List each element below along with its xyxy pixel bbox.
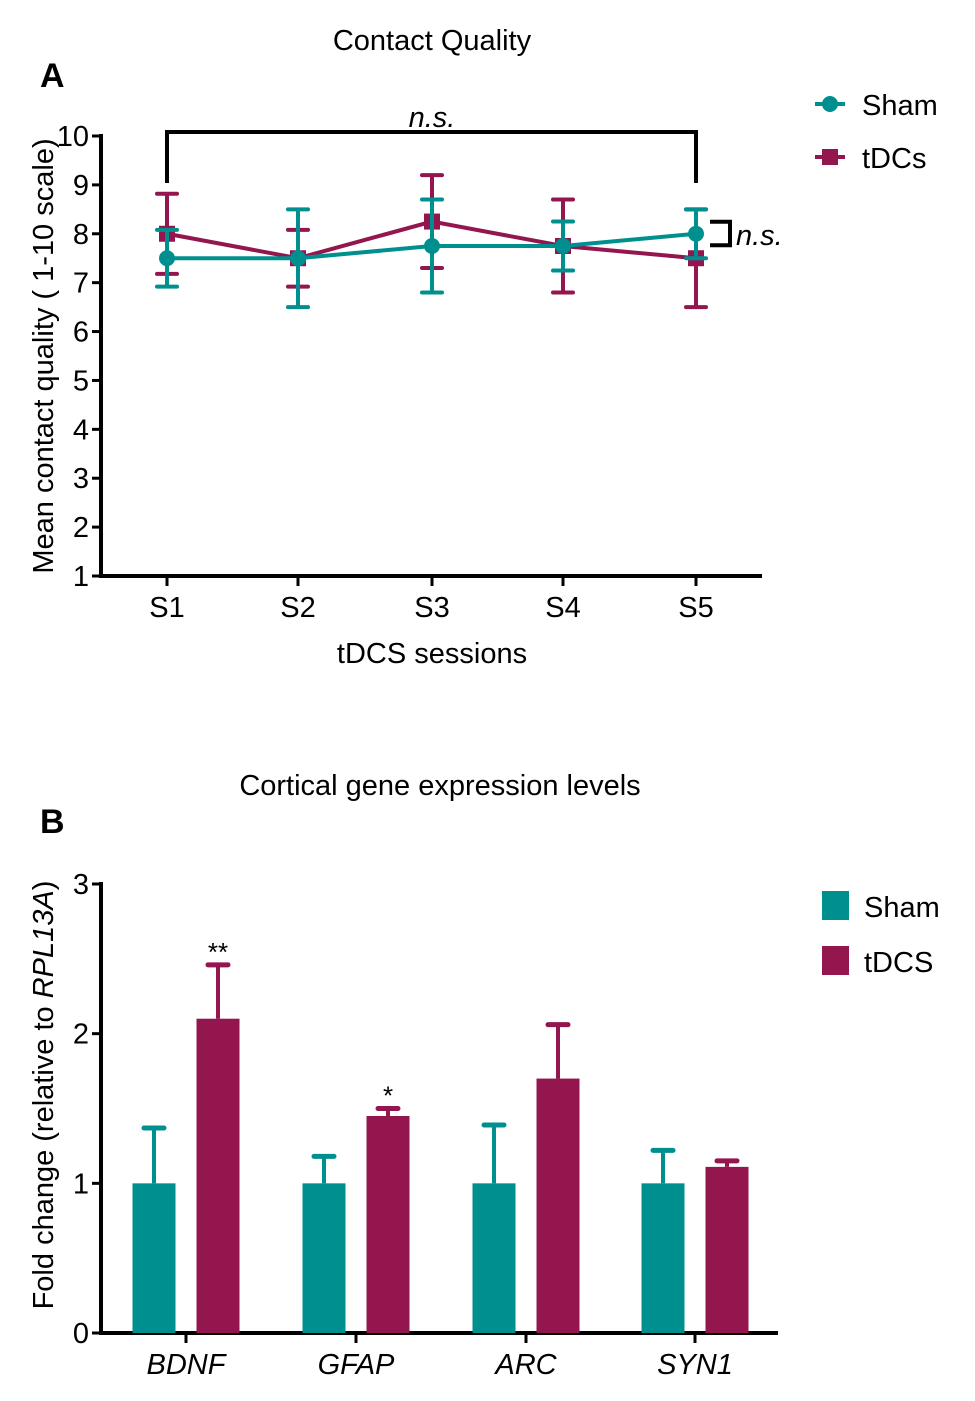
bar-sham xyxy=(132,1183,176,1333)
legend-swatch xyxy=(822,891,849,920)
y-tick-label: 10 xyxy=(57,121,89,153)
significance-bracket-s5 xyxy=(710,219,732,248)
ylabel-italic: RPL13A xyxy=(28,890,60,998)
chart-a-xlabel: tDCS sessions xyxy=(337,638,527,670)
x-tick-label: S4 xyxy=(545,592,580,624)
ylabel-suffix: ) xyxy=(28,881,60,891)
x-tick-label: S1 xyxy=(149,592,184,624)
x-tick-label: GFAP xyxy=(318,1349,395,1381)
panel-label-b: B xyxy=(40,803,65,841)
x-tick-label: S5 xyxy=(678,592,713,624)
y-tick-label: 7 xyxy=(73,268,89,300)
data-point xyxy=(159,250,175,267)
legend-swatch xyxy=(822,946,849,975)
bar-sham xyxy=(472,1183,516,1333)
y-tick-label: 3 xyxy=(73,463,89,495)
bar-tdcs xyxy=(196,1018,240,1333)
panel-label-a: A xyxy=(40,57,65,95)
significance-label-s5: n.s. xyxy=(736,220,783,252)
legend-label: Sham xyxy=(864,892,940,924)
bar-tdcs xyxy=(366,1115,410,1333)
y-tick-label: 6 xyxy=(73,317,89,349)
legend-marker-square xyxy=(822,149,838,165)
legend-label: tDCS xyxy=(864,947,933,979)
bar-tdcs xyxy=(705,1166,749,1333)
y-tick-label: 2 xyxy=(73,1019,89,1051)
chart-a-title: Contact Quality xyxy=(333,25,532,57)
ylabel-prefix: Fold change (relative to xyxy=(28,998,60,1309)
bar-sham xyxy=(641,1183,685,1333)
x-tick-label: S3 xyxy=(414,592,449,624)
y-tick-label: 4 xyxy=(73,414,89,446)
y-tick-label: 9 xyxy=(73,170,89,202)
chart-b-title: Cortical gene expression levels xyxy=(239,770,640,802)
significance-marker: ** xyxy=(208,937,228,967)
legend-label: Sham xyxy=(862,90,938,122)
data-point xyxy=(424,238,440,254)
y-tick-label: 5 xyxy=(73,365,89,397)
y-tick-label: 8 xyxy=(73,219,89,251)
y-tick-label: 2 xyxy=(73,512,89,544)
x-tick-label: BDNF xyxy=(147,1349,228,1381)
y-tick-label: 3 xyxy=(73,869,89,901)
significance-marker: * xyxy=(383,1081,393,1111)
legend-label: tDCs xyxy=(862,143,926,175)
bar-tdcs xyxy=(536,1078,580,1333)
x-tick-label: ARC xyxy=(493,1349,557,1381)
significance-label: n.s. xyxy=(409,102,456,134)
chart-a-ylabel: Mean contact quality ( 1-10 scale) xyxy=(28,138,60,573)
x-tick-label: SYN1 xyxy=(657,1349,733,1381)
chart-a-plot: 1 2 3 4 5 6 7 8 9 10 S1 S2 S3 S4 S5 n.s. n.s. Sham tDCs xyxy=(57,90,938,624)
x-tick-label: S2 xyxy=(280,592,315,624)
y-tick-label: 1 xyxy=(73,1168,89,1200)
data-point xyxy=(290,250,306,267)
y-tick-label: 0 xyxy=(73,1318,89,1350)
y-tick-label: 1 xyxy=(73,561,89,593)
legend-marker-circle xyxy=(822,96,838,112)
data-point xyxy=(688,225,704,242)
bar-sham xyxy=(302,1183,346,1333)
significance-bracket xyxy=(165,130,698,183)
chart-b-ylabel: Fold change (relative to RPL13A) xyxy=(28,881,60,1310)
data-point xyxy=(555,238,571,254)
